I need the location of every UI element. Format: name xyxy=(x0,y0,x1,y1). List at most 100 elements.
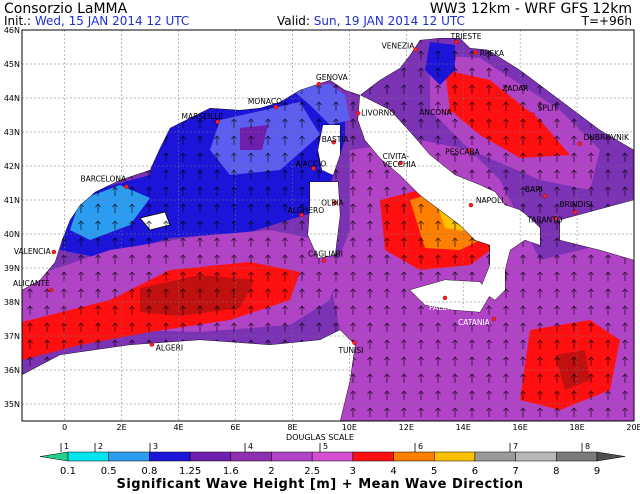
colorbar-threshold: 1.6 xyxy=(223,466,239,477)
city-marker xyxy=(447,108,452,114)
city-marker xyxy=(442,295,448,301)
city-marker xyxy=(273,104,279,110)
lon-label: 2E xyxy=(117,423,127,432)
city-label: ALICANTE xyxy=(13,279,50,288)
lat-label: 41N xyxy=(4,196,20,205)
city-label: BARI xyxy=(525,185,543,194)
city-label: BARCELONA xyxy=(80,175,127,184)
city-marker xyxy=(468,202,474,208)
lat-label: 45N xyxy=(4,60,20,69)
douglas-degree: 7 xyxy=(513,442,518,451)
city-marker xyxy=(215,119,220,125)
lon-label: 18E xyxy=(569,423,584,432)
city-label: BASTIA xyxy=(322,135,350,144)
lon-label: 16E xyxy=(513,423,528,432)
valid-label: Valid: xyxy=(277,14,310,28)
city-label: CAGLIARI xyxy=(308,250,343,259)
city-label: ZADAR xyxy=(502,84,528,93)
land-cover xyxy=(22,30,634,421)
colorbar-labels: 0.1 0.5 0.8 1.25 1.6 2 2.5 3 4 5 6 7 8 9 xyxy=(60,466,600,477)
city-marker xyxy=(542,193,548,199)
city-label: TRIESTE xyxy=(450,32,482,41)
map-area xyxy=(22,30,634,421)
city-marker xyxy=(124,184,129,189)
city-marker xyxy=(413,47,418,52)
city-marker xyxy=(553,216,558,221)
init-time: Init.: Wed, 15 JAN 2014 12 UTC xyxy=(4,14,189,28)
graticule xyxy=(22,30,634,421)
colorbar xyxy=(39,451,626,462)
city-label: VENEZIA xyxy=(382,41,416,50)
city-label: TARANTO xyxy=(526,215,562,224)
city-marker xyxy=(496,91,501,97)
douglas-degrees: 1 2 3 4 5 6 7 8 xyxy=(60,442,590,452)
colorbar-threshold: 2 xyxy=(268,466,274,477)
douglas-degree: 8 xyxy=(585,442,590,451)
colorbar-threshold: 1.25 xyxy=(179,466,201,477)
city-marker xyxy=(331,139,336,145)
model-title: WW3 12km - WRF GFS 12km xyxy=(429,1,632,17)
colorbar-threshold: 7 xyxy=(512,466,518,477)
colorbar-min-arrow xyxy=(39,451,69,462)
city-marker xyxy=(577,141,582,147)
colorbar-segment xyxy=(311,451,354,462)
city-label: VALENCIA xyxy=(14,247,52,256)
org-title: Consorzio LaMMA xyxy=(4,1,128,17)
valid-time: Valid: Sun, 19 JAN 2014 12 UTC xyxy=(277,14,465,28)
colorbar-threshold: 6 xyxy=(472,466,478,477)
city-label: MARSEILLE xyxy=(182,112,224,121)
city-marker xyxy=(149,342,155,347)
city-label: VECCHIA xyxy=(383,160,417,169)
colorbar-segment xyxy=(515,451,557,462)
init-label: Init.: xyxy=(4,14,32,28)
city-label: PALERMO xyxy=(429,303,465,312)
colorbar-threshold: 8 xyxy=(553,466,559,477)
city-label: ANCONA xyxy=(419,108,452,117)
douglas-degree: 1 xyxy=(64,442,69,451)
city-label: GENOVA xyxy=(316,73,349,82)
city-label: NAPOLI xyxy=(476,196,504,205)
lat-label: 42N xyxy=(4,162,20,171)
city-marker xyxy=(530,112,535,117)
colorbar-segment xyxy=(271,451,313,462)
city-label: BRINDISI xyxy=(559,200,592,209)
city-marker xyxy=(573,210,578,215)
city-marker xyxy=(398,160,403,166)
lat-label: 40N xyxy=(4,230,20,239)
douglas-degree: 2 xyxy=(98,442,103,451)
lat-label: 39N xyxy=(4,264,20,273)
city-labels: TRIESTE VENEZIA RIJEKA GENOVA MONACO MARSEILL… xyxy=(13,32,630,355)
lat-label: 38N xyxy=(4,298,20,307)
colorbar-threshold: 0.8 xyxy=(141,466,157,477)
forecast-step: T=+96h xyxy=(581,14,632,28)
douglas-degree: 3 xyxy=(153,442,158,451)
city-marker xyxy=(51,249,57,255)
city-label: ALGERI xyxy=(156,344,183,353)
city-label: SPLIT xyxy=(538,104,559,113)
city-label: TUNISI xyxy=(337,346,363,355)
city-label: LIVORNO xyxy=(361,108,395,117)
city-marker xyxy=(355,111,361,116)
lon-label: 20E xyxy=(626,423,640,432)
city-label: RIJEKA xyxy=(480,49,505,58)
city-marker xyxy=(321,258,327,263)
city-marker xyxy=(299,212,304,218)
city-marker xyxy=(48,287,54,293)
init-value: Wed, 15 JAN 2014 12 UTC xyxy=(34,14,190,28)
city-label: MONACO xyxy=(248,97,282,106)
douglas-scale-title: DOUGLAS SCALE xyxy=(286,433,354,442)
map-frame xyxy=(21,29,635,422)
city-label: CATANIA xyxy=(458,318,491,327)
colorbar-segment xyxy=(230,451,272,462)
city-label: PESCARA xyxy=(445,147,480,156)
lon-label: 14E xyxy=(456,423,471,432)
colorbar-segment xyxy=(67,451,109,462)
lon-label: 10E xyxy=(342,423,357,432)
colorbar-segment xyxy=(433,451,476,462)
lat-label: 44N xyxy=(4,94,20,103)
colorbar-threshold: 3 xyxy=(350,466,356,477)
colorbar-segment xyxy=(474,451,516,462)
city-marker xyxy=(311,166,316,171)
douglas-degree: 4 xyxy=(248,442,253,451)
